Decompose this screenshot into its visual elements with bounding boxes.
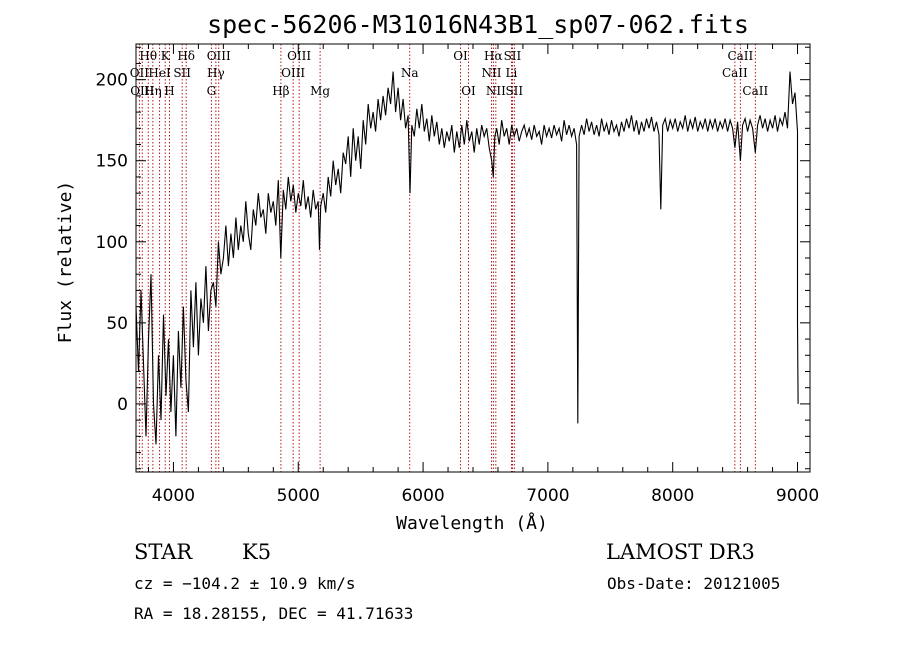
spectral-line-label: NII — [486, 84, 506, 98]
flux-series-line — [135, 71, 799, 445]
spectral-line-label: Hδ — [177, 49, 195, 63]
spectral-line-label: HeI — [148, 66, 171, 80]
spectral-line-label: OIII — [287, 49, 311, 63]
survey-name: LAMOST DR3 — [606, 540, 755, 564]
spectral-line-label: OI — [453, 49, 468, 63]
x-tick-label: 6000 — [401, 486, 444, 506]
x-tick-label: 9000 — [776, 486, 819, 506]
spectral-line-label: Hθ — [139, 49, 157, 63]
chart-title: spec-56206-M31016N43B1_sp07-062.fits — [207, 10, 749, 39]
redshift-readout: cz = −104.2 ± 10.9 km/s — [134, 574, 356, 593]
y-tick-label: 100 — [96, 233, 128, 253]
spectral-line-label: Hα — [484, 49, 503, 63]
spectral-line-label: NII — [481, 66, 501, 80]
obs-date: Obs-Date: 20121005 — [607, 574, 781, 593]
object-class: STAR — [134, 540, 193, 564]
spectral-line-label: Li — [506, 66, 518, 80]
spectral-line-label: H — [164, 84, 174, 98]
x-tick-label: 4000 — [152, 486, 195, 506]
x-tick-label: 5000 — [277, 486, 320, 506]
spectral-line-label: K — [161, 49, 171, 63]
spectral-line-label: OIII — [281, 66, 305, 80]
spectral-line-label: CaII — [742, 84, 768, 98]
spectral-line-label: SII — [505, 84, 523, 98]
x-axis-label: Wavelength (Å) — [396, 512, 548, 534]
object-subclass: K5 — [242, 540, 272, 564]
y-tick-label: 0 — [117, 395, 128, 415]
coordinates-readout: RA = 18.28155, DEC = 41.71633 — [134, 604, 414, 623]
spectral-line-label: OI — [461, 84, 476, 98]
y-tick-label: 200 — [96, 71, 128, 91]
spectral-lines — [138, 44, 756, 472]
spectral-line-label: Hγ — [207, 66, 225, 80]
x-tick-label: 8000 — [651, 486, 694, 506]
spectral-line-label: Hη — [144, 84, 162, 98]
spectral-line-label: CaII — [722, 66, 748, 80]
spectral-line-label: OII — [130, 66, 150, 80]
plot-frame — [135, 43, 811, 473]
spectral-line-label: CaII — [727, 49, 753, 63]
spectral-line-label: SII — [504, 49, 522, 63]
spectral-line-label: SII — [173, 66, 191, 80]
spectral-line-label: Hβ — [272, 84, 289, 98]
y-axis-label: Flux (relative) — [55, 181, 76, 344]
y-tick-label: 150 — [96, 152, 128, 172]
spectral-line-label: G — [207, 84, 217, 98]
y-tick-label: 50 — [106, 314, 128, 334]
spectral-line-label: OIII — [207, 49, 231, 63]
x-tick-label: 7000 — [526, 486, 569, 506]
axis-ticks: 4000 5000 6000 7000 8000 9000 0 50 100 150 200 — [96, 44, 819, 506]
spectral-line-label: Na — [401, 66, 419, 80]
spectral-line-label: Mg — [310, 84, 330, 98]
